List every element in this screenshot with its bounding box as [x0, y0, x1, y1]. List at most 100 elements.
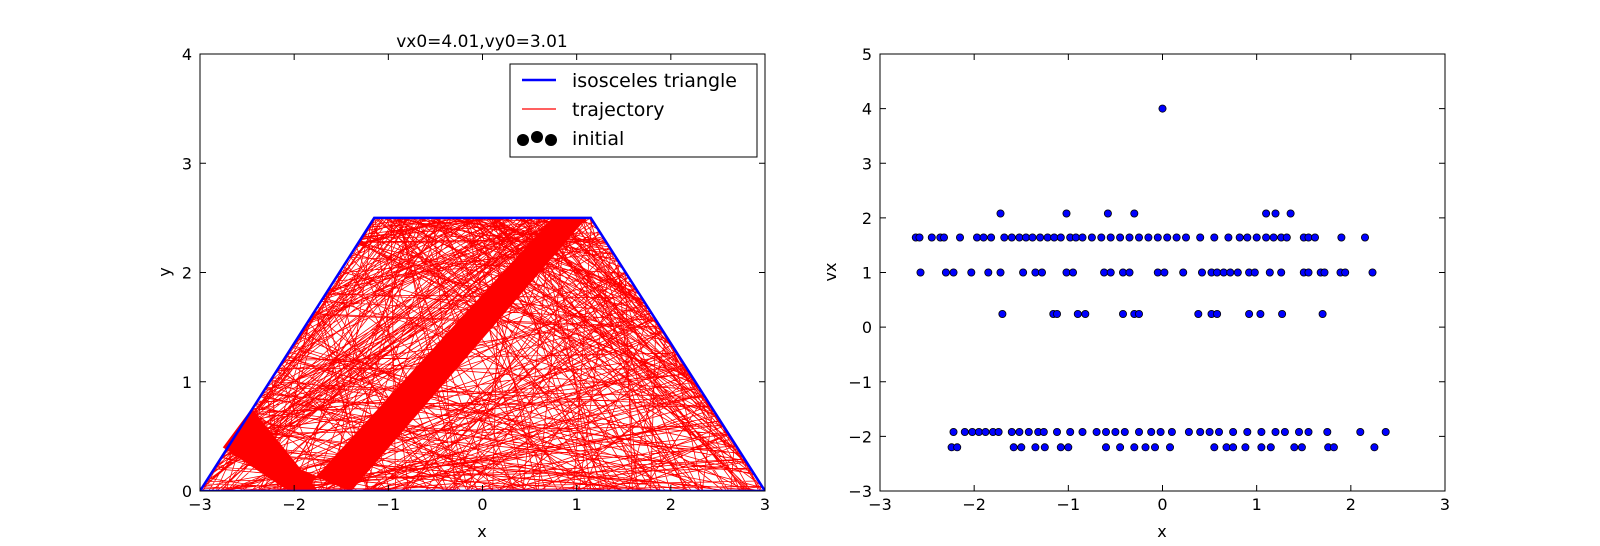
x-tick-label: −1 — [377, 495, 401, 514]
scatter-point — [974, 427, 983, 436]
x-tick-label: 2 — [666, 495, 676, 514]
left-chart-panel: −3 −2 −1 0 1 2 3 0 1 2 3 4 vx0=4.01,vy0=3.01 x y is… — [155, 32, 770, 541]
scatter-point — [1222, 443, 1231, 452]
scatter-point — [1062, 209, 1071, 218]
legend-initial-label: initial — [572, 128, 624, 150]
scatter-point — [1266, 443, 1275, 452]
y-tick-label: 4 — [862, 100, 872, 119]
scatter-point — [1102, 427, 1111, 436]
scatter-point — [1147, 427, 1156, 436]
scatter-point — [1017, 443, 1026, 452]
scatter-point — [1073, 309, 1082, 318]
scatter-point — [1215, 427, 1224, 436]
scatter-point — [1031, 268, 1040, 277]
scatter-point — [1271, 427, 1280, 436]
scatter-point — [1213, 268, 1222, 277]
scatter-point — [1015, 427, 1024, 436]
scatter-point — [1158, 104, 1167, 113]
legend-trajectory-label: trajectory — [572, 99, 664, 121]
scatter-point — [1262, 233, 1271, 242]
scatter-point — [1043, 233, 1052, 242]
scatter-point — [1341, 268, 1350, 277]
scatter-point — [1224, 233, 1233, 242]
scatter-point — [1160, 268, 1169, 277]
scatter-point — [1153, 268, 1162, 277]
scatter-point — [1040, 443, 1049, 452]
x-tick-label: −1 — [1057, 495, 1081, 514]
scatter-point — [1277, 268, 1286, 277]
right-ticks: −3 −2 −1 0 1 2 3 −3 −2 −1 0 1 2 3 4 5 — [848, 45, 1450, 514]
y-tick-label: 4 — [182, 45, 192, 64]
scatter-point — [1019, 268, 1028, 277]
scatter-point — [1304, 427, 1313, 436]
y-tick-label: 2 — [182, 264, 192, 283]
legend-initial-marker-3 — [545, 134, 557, 146]
scatter-point — [1135, 233, 1144, 242]
y-tick-label: 0 — [182, 482, 192, 501]
scatter-point — [1111, 427, 1120, 436]
scatter-point — [1009, 443, 1018, 452]
scatter-point — [1038, 268, 1047, 277]
scatter-point — [968, 427, 977, 436]
left-ticks: −3 −2 −1 0 1 2 3 0 1 2 3 4 — [182, 45, 770, 514]
left-y-axis-label: y — [155, 267, 174, 276]
scatter-point — [1241, 443, 1250, 452]
legend-initial-marker-1 — [517, 134, 529, 146]
scatter-point — [1205, 427, 1214, 436]
scatter-point — [1269, 233, 1278, 242]
scatter-point — [1102, 443, 1111, 452]
scatter-point — [916, 268, 925, 277]
scatter-point — [1219, 268, 1228, 277]
scatter-point — [1100, 268, 1109, 277]
scatter-point — [994, 427, 1003, 436]
left-chart-title: vx0=4.01,vy0=3.01 — [396, 32, 567, 52]
scatter-point — [1381, 427, 1390, 436]
scatter-point — [1097, 233, 1106, 242]
scatter-point — [1295, 427, 1304, 436]
scatter-point — [1031, 443, 1040, 452]
scatter-point — [1256, 309, 1265, 318]
y-tick-label: 5 — [862, 45, 872, 64]
scatter-point — [1066, 427, 1075, 436]
scatter-point — [949, 268, 958, 277]
scatter-point — [1278, 309, 1287, 318]
y-tick-label: 0 — [862, 318, 872, 337]
scatter-point — [1069, 268, 1078, 277]
scatter-point — [1179, 268, 1188, 277]
right-chart-panel: −3 −2 −1 0 1 2 3 −3 −2 −1 0 1 2 3 4 5 x vx — [821, 45, 1450, 541]
y-tick-label: −2 — [848, 427, 872, 446]
scatter-point — [1120, 427, 1129, 436]
x-tick-label: 3 — [1440, 495, 1450, 514]
scatter-point — [1297, 443, 1306, 452]
scatter-point — [1368, 268, 1377, 277]
y-tick-label: 3 — [862, 154, 872, 173]
scatter-point — [1103, 209, 1112, 218]
scatter-point — [1053, 427, 1062, 436]
scatter-point — [1092, 427, 1101, 436]
y-tick-label: 2 — [862, 209, 872, 228]
right-x-axis-label: x — [1157, 522, 1166, 541]
trajectory-short-band — [222, 408, 319, 491]
scatter-point — [1163, 233, 1172, 242]
legend-initial-marker-2 — [531, 131, 543, 143]
scatter-point — [1007, 427, 1016, 436]
x-tick-label: −3 — [868, 495, 892, 514]
scatter-point — [1210, 233, 1219, 242]
y-tick-label: 1 — [862, 264, 872, 283]
x-tick-label: −2 — [282, 495, 306, 514]
scatter-point — [984, 268, 993, 277]
left-x-axis-label: x — [477, 522, 486, 541]
scatter-point — [1196, 427, 1205, 436]
scatter-point — [998, 309, 1007, 318]
scatter-point — [960, 427, 969, 436]
x-tick-label: 0 — [1157, 495, 1167, 514]
scatter-point — [1144, 233, 1153, 242]
scatter-point — [953, 443, 962, 452]
scatter-point — [1329, 443, 1338, 452]
scatter-point — [1116, 443, 1125, 452]
scatter-point — [1119, 309, 1128, 318]
scatter-point — [1196, 233, 1205, 242]
scatter-point — [1078, 233, 1087, 242]
scatter-point — [1194, 309, 1203, 318]
